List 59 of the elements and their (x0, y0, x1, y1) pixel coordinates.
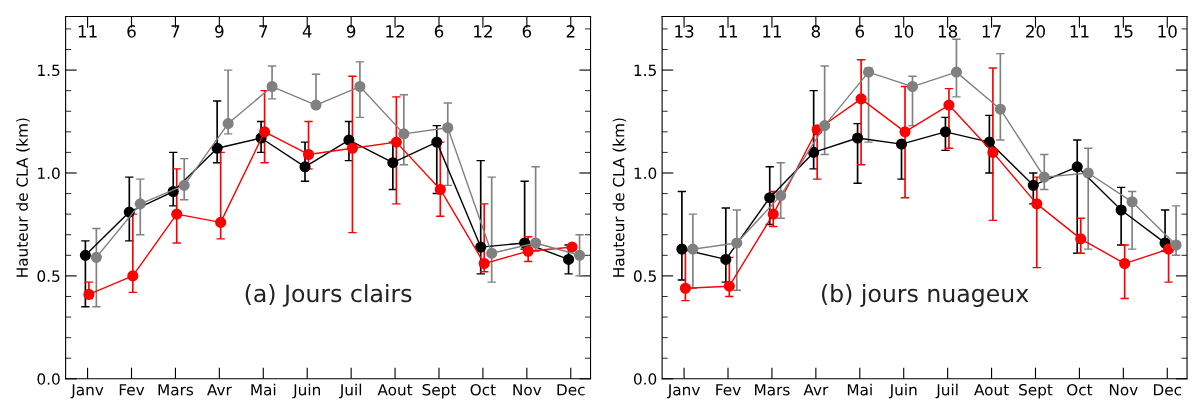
y-tick-label: 0.5 (37, 270, 60, 282)
annotation: 10 (894, 25, 914, 38)
annotation: 9 (346, 25, 356, 38)
x-tick-label: Aout (974, 384, 1009, 396)
x-tick-label: Juin (888, 383, 917, 399)
x-tick-label: Dec (557, 384, 585, 396)
y-tick-label: 1.5 (38, 64, 60, 77)
annotation: 13 (675, 25, 694, 38)
annotation: 8 (811, 25, 821, 38)
x-tick-label: Janv (70, 384, 104, 399)
x-tick-label: Mai (251, 383, 276, 396)
annotation: 6 (434, 25, 444, 38)
annotation: (b) jours nuageux (821, 284, 1029, 307)
x-tick-label: Oct (470, 383, 496, 396)
x-tick-label: Nov (1109, 384, 1138, 396)
x-tick-label: Mars (158, 384, 194, 396)
x-tick-label: Mars (755, 384, 790, 396)
annotation: 6 (127, 25, 136, 38)
annotation: 4 (302, 25, 312, 38)
y-tick-label: 0.0 (633, 373, 657, 385)
y-tick-label: 1.0 (38, 167, 60, 180)
x-tick-label: Nov (513, 384, 542, 396)
annotation: 15 (1114, 25, 1133, 38)
annotation: 11 (78, 25, 97, 38)
x-tick-label: Aout (377, 384, 413, 396)
annotation: (a) Jours clairs (245, 284, 412, 307)
y-axis-title: Hauteur de CLA (km) (16, 118, 30, 277)
annotation: 12 (474, 25, 492, 38)
x-tick-label: Juin (292, 383, 320, 399)
y-axis-title: Hauteur de CLA (km) (612, 118, 627, 277)
x-tick-label: Janv (666, 384, 700, 399)
annotation: 6 (522, 25, 532, 38)
annotation: 17 (982, 25, 1001, 38)
annotation: 12 (386, 25, 404, 38)
x-tick-label: Avr (207, 384, 232, 396)
annotation: 20 (1026, 25, 1045, 38)
x-tick-label: Avr (803, 384, 829, 396)
x-tick-label: Juil (339, 383, 362, 399)
x-tick-label: Juil (935, 383, 958, 399)
x-tick-label: Fev (119, 384, 145, 396)
x-tick-label: Fev (716, 384, 741, 396)
y-tick-label: 1.0 (634, 167, 657, 180)
x-tick-label: Mai (847, 383, 872, 396)
y-tick-label: 1.5 (634, 64, 656, 77)
annotation: 2 (566, 25, 575, 38)
annotation: 9 (215, 25, 224, 38)
annotation: 11 (763, 25, 781, 38)
annotation: 6 (855, 25, 865, 38)
annotation: 18 (938, 25, 958, 38)
x-tick-label: Sept (1019, 383, 1053, 399)
x-tick-label: Oct (1067, 383, 1093, 396)
annotation: 11 (719, 25, 738, 38)
x-tick-label: Dec (1153, 384, 1182, 396)
y-tick-label: 0.0 (37, 373, 60, 385)
annotation: 11 (1070, 25, 1089, 38)
annotation: 7 (259, 25, 268, 38)
y-tick-label: 0.5 (633, 270, 656, 282)
x-tick-label: Sept (422, 383, 457, 399)
annotation: 10 (1158, 25, 1177, 38)
